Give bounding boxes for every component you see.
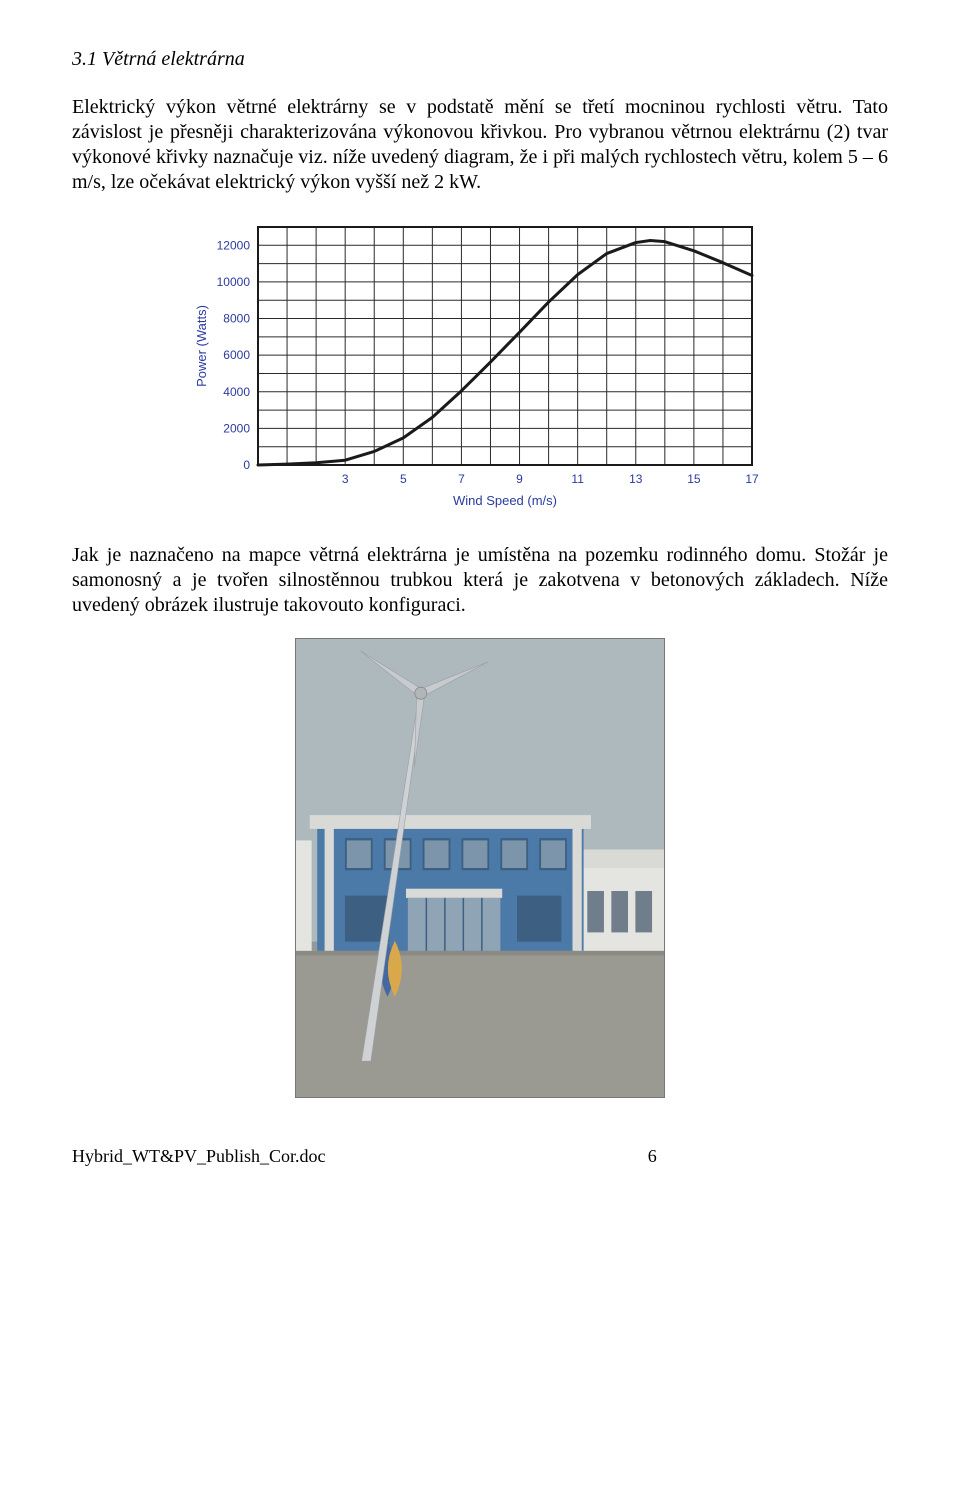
svg-text:11: 11 xyxy=(571,472,584,486)
turbine-photo xyxy=(72,638,888,1098)
svg-text:0: 0 xyxy=(243,458,250,472)
footer-filename: Hybrid_WT&PV_Publish_Cor.doc xyxy=(72,1146,643,1167)
svg-text:9: 9 xyxy=(516,472,523,486)
svg-text:Wind Speed (m/s): Wind Speed (m/s) xyxy=(453,493,557,508)
svg-text:3: 3 xyxy=(342,472,349,486)
svg-text:15: 15 xyxy=(687,472,701,486)
svg-text:13: 13 xyxy=(629,472,643,486)
svg-text:7: 7 xyxy=(458,472,465,486)
svg-text:10000: 10000 xyxy=(217,275,251,289)
page-footer: Hybrid_WT&PV_Publish_Cor.doc 6 xyxy=(72,1138,888,1167)
svg-text:2000: 2000 xyxy=(223,421,250,435)
svg-text:6000: 6000 xyxy=(223,348,250,362)
power-curve-chart: 0 2000 4000 6000 8000 10000 12000 3 5 7 9 11 13 15 17 W… xyxy=(72,215,888,515)
svg-text:5: 5 xyxy=(400,472,407,486)
svg-text:4000: 4000 xyxy=(223,385,250,399)
svg-text:Power (Watts): Power (Watts) xyxy=(194,305,209,387)
footer-page-number: 6 xyxy=(648,1146,657,1167)
section-heading: 3.1 Větrná elektrárna xyxy=(72,48,888,71)
paragraph-2: Jak je naznačeno na mapce větrná elektrá… xyxy=(72,543,888,618)
svg-text:12000: 12000 xyxy=(217,238,251,252)
svg-text:17: 17 xyxy=(745,472,759,486)
paragraph-1: Elektrický výkon větrné elektrárny se v … xyxy=(72,95,888,195)
svg-text:8000: 8000 xyxy=(223,312,250,326)
